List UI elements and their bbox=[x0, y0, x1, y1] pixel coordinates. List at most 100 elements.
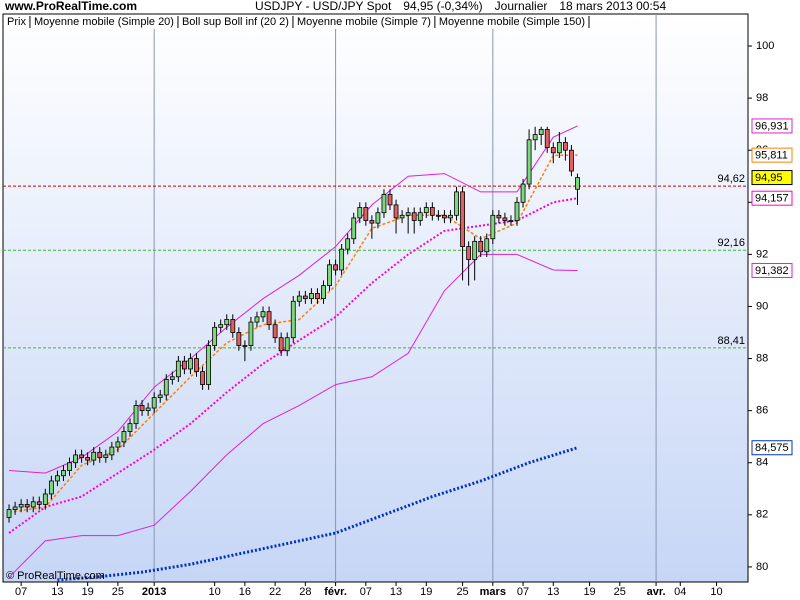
candle-body bbox=[145, 407, 151, 412]
candle-body bbox=[218, 324, 224, 328]
candle-body bbox=[151, 397, 157, 409]
x-tick-label: févr. bbox=[324, 586, 347, 598]
y-tick-label: 88 bbox=[756, 352, 768, 364]
candle-body bbox=[182, 360, 187, 370]
candle-body bbox=[496, 214, 502, 219]
price-label-box bbox=[751, 440, 793, 456]
site-name: www.ProRealTime.com bbox=[4, 0, 137, 13]
candle-body bbox=[36, 501, 42, 505]
candle-body bbox=[544, 128, 550, 149]
candle-body bbox=[157, 394, 163, 399]
candle-body bbox=[115, 441, 121, 448]
chart-title: USDJPY - USD/JPY Spot bbox=[255, 0, 392, 13]
candle-body bbox=[556, 141, 562, 154]
plot-area bbox=[2, 13, 749, 583]
x-tick-label: 10 bbox=[209, 586, 221, 598]
candle-body bbox=[490, 214, 496, 240]
candle-body bbox=[375, 212, 381, 224]
legend-entry: Moyenne mobile (Simple 7) bbox=[297, 16, 431, 28]
grid-layer: 07 13 19 25 2013 10 16 22 28 févr. 07 13 19 25 mars 07 1… bbox=[3, 14, 774, 598]
candle-body bbox=[12, 506, 18, 511]
candle-body bbox=[139, 405, 145, 412]
candle-body bbox=[55, 475, 60, 482]
price-label-box bbox=[751, 262, 793, 278]
y-tick-label: 92 bbox=[756, 248, 768, 260]
price-label-box bbox=[751, 118, 793, 134]
candle-body bbox=[448, 214, 453, 219]
indicator-line bbox=[57, 446, 578, 582]
price-label-box bbox=[751, 170, 793, 186]
candle-body bbox=[514, 201, 520, 221]
candle-body bbox=[321, 285, 326, 300]
candle-body bbox=[24, 503, 30, 508]
y-tick-label: 100 bbox=[756, 40, 774, 52]
x-tick-label: 2013 bbox=[142, 586, 166, 598]
x-tick-label: 19 bbox=[583, 586, 595, 598]
candle-body bbox=[363, 207, 369, 221]
candle-body bbox=[423, 207, 429, 214]
y-tick-label: 84 bbox=[756, 457, 768, 469]
price-label: 96,931 bbox=[755, 120, 789, 132]
candle-body bbox=[260, 311, 266, 318]
reference-label: 88,41 bbox=[717, 335, 745, 347]
candle-body bbox=[484, 238, 490, 253]
legend-background bbox=[4, 15, 592, 29]
candle-body bbox=[163, 378, 169, 396]
candle-body bbox=[254, 316, 260, 323]
x-tick-label: avr. bbox=[647, 586, 666, 598]
candle-body bbox=[97, 451, 103, 458]
indicator-line bbox=[8, 154, 578, 513]
candle-body bbox=[212, 326, 218, 346]
candle-body bbox=[526, 139, 532, 185]
candle-body bbox=[30, 501, 36, 508]
x-tick-label: 13 bbox=[51, 586, 63, 598]
candle-body bbox=[302, 295, 308, 300]
candle-body bbox=[435, 214, 441, 217]
candle-body bbox=[85, 457, 91, 461]
candle-body bbox=[272, 324, 278, 339]
candle-body bbox=[357, 207, 363, 219]
legend-entry: Boll sup Boll inf (20 2) bbox=[182, 16, 289, 28]
candle-body bbox=[296, 295, 302, 302]
candle-body bbox=[315, 293, 320, 300]
x-tick-label: 07 bbox=[517, 586, 529, 598]
candle-body bbox=[79, 454, 85, 458]
quote: 94,95 (-0,34%) bbox=[403, 0, 482, 13]
candle-body bbox=[333, 264, 338, 271]
x-tick-label: 19 bbox=[420, 586, 432, 598]
candle-body bbox=[200, 371, 205, 385]
price-label-box bbox=[751, 147, 793, 163]
candle-body bbox=[103, 454, 109, 458]
price-label: 94,95 bbox=[755, 172, 783, 184]
candle-body bbox=[18, 503, 24, 508]
x-tick-label: 07 bbox=[15, 586, 27, 598]
candle-body bbox=[236, 332, 242, 346]
candle-body bbox=[417, 212, 423, 221]
candle-body bbox=[345, 238, 351, 250]
price-label: 91,382 bbox=[755, 265, 789, 277]
candle-body bbox=[206, 345, 212, 385]
candle-body bbox=[429, 207, 435, 216]
candle-body bbox=[42, 493, 48, 505]
candle-body bbox=[284, 337, 290, 352]
indicator-line bbox=[8, 125, 578, 474]
candle-body bbox=[175, 360, 181, 378]
candle-body bbox=[575, 177, 580, 190]
x-tick-label: 16 bbox=[239, 586, 251, 598]
legend-entry: Prix bbox=[7, 16, 26, 28]
candle-body bbox=[242, 345, 248, 347]
candle-body bbox=[133, 405, 139, 425]
candle-body bbox=[248, 321, 254, 346]
x-tick-label: 13 bbox=[547, 586, 559, 598]
reference-label: 94,62 bbox=[717, 173, 745, 185]
x-tick-label: 25 bbox=[112, 586, 124, 598]
y-tick-label: 98 bbox=[756, 92, 768, 104]
candle-body bbox=[224, 319, 230, 326]
y-tick-label: 90 bbox=[756, 300, 768, 312]
candle-body bbox=[369, 220, 375, 224]
candle-body bbox=[472, 240, 478, 260]
price-labels: 96,931 95,811 94,95 94,157 91,382 84,575 bbox=[751, 118, 793, 456]
candle-body bbox=[327, 264, 332, 287]
candle-body bbox=[393, 204, 399, 219]
